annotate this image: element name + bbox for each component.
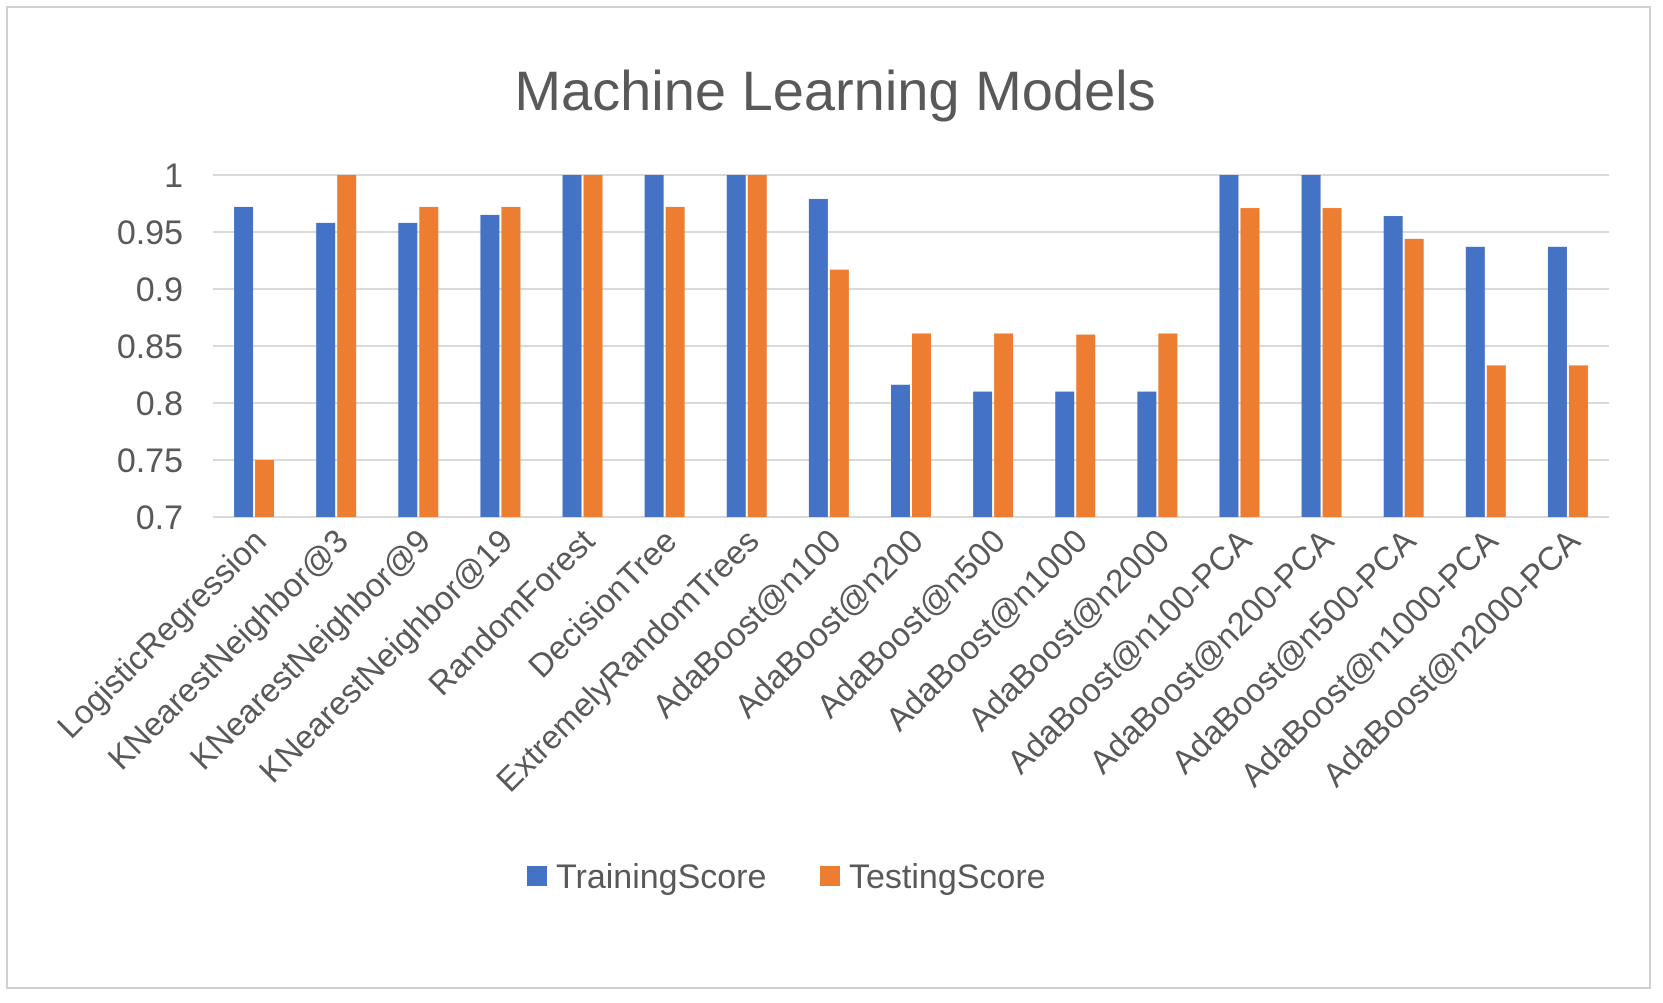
bar-TestingScore-3 xyxy=(501,206,521,518)
bar-TestingScore-6 xyxy=(747,175,767,517)
bar-TrainingScore-8 xyxy=(891,384,910,517)
y-tick-label: 0.75 xyxy=(117,442,183,480)
legend: TrainingScore TestingScore xyxy=(527,858,1046,896)
bar-TrainingScore-1 xyxy=(316,222,336,517)
legend-swatch-TestingScore xyxy=(820,866,840,886)
bar-TestingScore-5 xyxy=(665,206,685,518)
y-tick-label: 0.95 xyxy=(117,214,183,252)
bar-TestingScore-11 xyxy=(1158,333,1178,517)
bar-TrainingScore-13 xyxy=(1301,175,1321,517)
bar-TestingScore-7 xyxy=(829,269,849,517)
bar-TrainingScore-9 xyxy=(973,391,993,517)
bar-TestingScore-12 xyxy=(1240,208,1260,517)
y-tick-label: 0.9 xyxy=(136,271,183,309)
bar-TrainingScore-5 xyxy=(644,175,664,517)
bar-TrainingScore-6 xyxy=(726,175,746,517)
y-axis-ticks: 0.7 0.75 0.8 0.85 0.9 0.95 1 xyxy=(117,157,183,537)
y-tick-label: 0.8 xyxy=(136,385,183,423)
bar-TrainingScore-16 xyxy=(1547,246,1567,517)
bar-TrainingScore-14 xyxy=(1383,216,1403,518)
bar-TrainingScore-0 xyxy=(234,206,254,518)
bar-TrainingScore-2 xyxy=(398,222,418,517)
bar-TestingScore-0 xyxy=(255,460,275,517)
bar-TestingScore-15 xyxy=(1486,365,1506,517)
bar-TestingScore-16 xyxy=(1568,365,1588,517)
x-axis-ticks: LogisticRegressionKNearestNeighbor@3KNea… xyxy=(50,522,1587,799)
bar-TrainingScore-12 xyxy=(1219,175,1239,517)
gridlines xyxy=(213,174,1609,518)
legend-swatch-TrainingScore xyxy=(527,866,547,886)
bar-TestingScore-1 xyxy=(337,175,357,517)
bar-TrainingScore-10 xyxy=(1055,391,1075,517)
bars xyxy=(234,175,1588,518)
bar-TestingScore-13 xyxy=(1322,208,1342,517)
bar-TrainingScore-7 xyxy=(808,198,828,517)
bar-TestingScore-14 xyxy=(1404,238,1424,517)
bar-TrainingScore-11 xyxy=(1137,391,1157,517)
bar-TestingScore-2 xyxy=(419,206,439,518)
chart-title: Machine Learning Models xyxy=(514,59,1155,122)
y-tick-label: 1 xyxy=(164,157,183,195)
legend-label-TrainingScore: TrainingScore xyxy=(556,858,766,896)
bar-TrainingScore-3 xyxy=(480,214,500,517)
y-tick-label: 0.7 xyxy=(136,499,183,537)
legend-label-TestingScore: TestingScore xyxy=(849,858,1046,896)
chart-frame xyxy=(6,6,1651,989)
bar-TrainingScore-15 xyxy=(1465,246,1485,517)
bar-TestingScore-4 xyxy=(583,175,603,517)
bar-TestingScore-9 xyxy=(994,333,1014,517)
bar-TestingScore-8 xyxy=(912,333,931,517)
bar-TrainingScore-4 xyxy=(562,175,582,517)
bar-TestingScore-10 xyxy=(1076,334,1096,517)
y-tick-label: 0.85 xyxy=(117,328,183,366)
